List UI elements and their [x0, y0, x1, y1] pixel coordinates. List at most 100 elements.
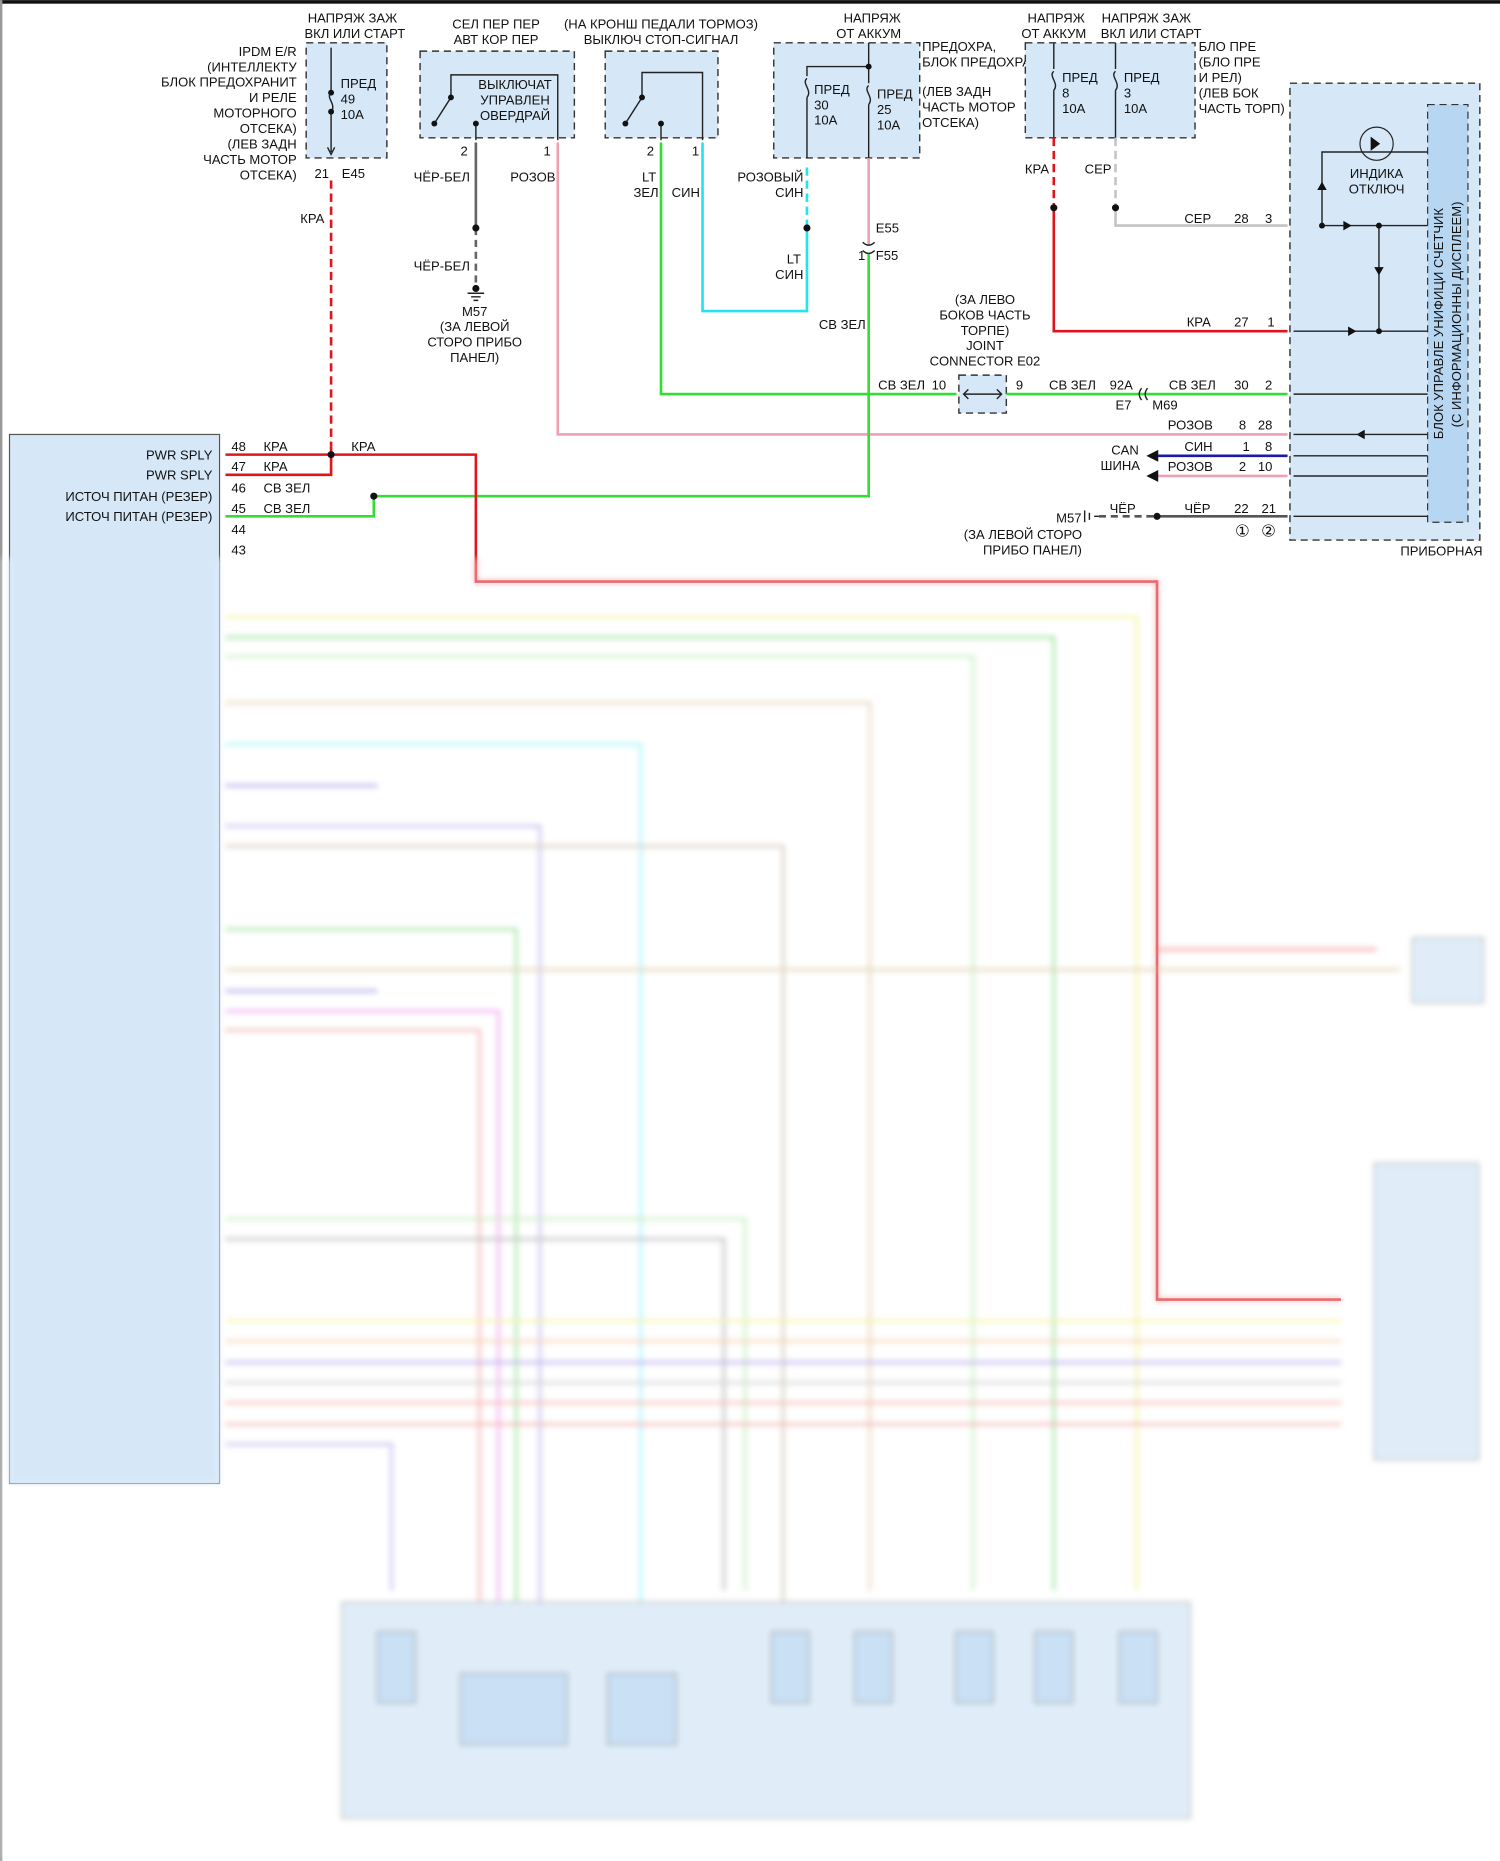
- diagram-label: ПРИБОРНАЯ: [1400, 543, 1482, 558]
- diagram-label: IPDM E/R: [239, 44, 297, 59]
- diagram-label: 8: [1239, 418, 1246, 433]
- diagram-label: ПРИБО ПАНЕЛ): [983, 542, 1082, 557]
- diagram-label: 10А: [877, 117, 901, 132]
- diagram-label: РОЗОВ: [1168, 418, 1213, 433]
- junction-dot: [1111, 204, 1120, 212]
- diagram-label: 3: [1265, 211, 1272, 226]
- diagram-label: СВ ЗЕЛ: [1049, 377, 1096, 392]
- diagram-label: 44: [231, 522, 246, 537]
- diagram-label: СИН: [775, 185, 803, 200]
- fuse-icon: [1051, 70, 1118, 91]
- arrow-icon: [1146, 470, 1159, 482]
- blurred-lower-diagram: [0, 557, 1500, 1861]
- diagram-label: КРА: [1025, 161, 1049, 176]
- junction-dot: [447, 94, 454, 101]
- diagram-label: 46: [231, 481, 246, 496]
- wire-pink: [556, 142, 1288, 436]
- diagram-label: ОТСЕКА): [922, 115, 979, 130]
- diagram-label: (ЛЕВ БОК: [1199, 85, 1259, 100]
- arrow-icon: [1146, 449, 1159, 462]
- diagram-label: 45: [231, 501, 246, 516]
- diagram-label: ОТ АККУМ: [1021, 26, 1086, 41]
- combination-meter: БЛОК УПРАВЛЕ УНИФИЦИ СЧЕТЧИК (С ИНФОРМАЦ…: [964, 82, 1483, 559]
- diagram-label: СВ ЗЕЛ: [819, 317, 866, 332]
- diagram-label: И РЕЛЕ: [249, 90, 297, 105]
- component-box: [954, 1631, 994, 1704]
- diagram-label: КРА: [351, 439, 375, 454]
- component-box: [376, 1631, 416, 1704]
- diagram-label: БЛОК ПРЕДОХРАН: [922, 55, 1040, 70]
- diagram-label: 49: [341, 91, 356, 106]
- diagram-label: 48: [231, 439, 246, 454]
- diagram-label: ОТСЕКА): [240, 121, 297, 136]
- wire-segment: [225, 742, 643, 1650]
- top-border: [0, 0, 1500, 4]
- component-box: [853, 1631, 893, 1704]
- wire-segment: [1114, 207, 1288, 227]
- diagram-label: СВ ЗЕЛ: [263, 481, 310, 496]
- junction-dot: [1050, 204, 1058, 212]
- diagram-label: БЛОК ПРЕДОХРАНИТ: [161, 75, 297, 90]
- diagram-label: ПРЕД: [1124, 70, 1160, 85]
- diagram-label: НАПРЯЖ: [1028, 11, 1085, 26]
- component-box: [459, 1672, 568, 1746]
- diagram-label: 2: [460, 144, 467, 159]
- junction-dot: [328, 108, 335, 115]
- diagram-label: 10: [1258, 459, 1273, 474]
- ipdm-line: [326, 47, 336, 156]
- diagram-label: 10А: [814, 113, 838, 128]
- component-box: [305, 42, 388, 159]
- diagram-label: ПРЕД: [1062, 70, 1098, 85]
- diagram-label: КРА: [1187, 314, 1211, 329]
- diagram-label: 10А: [1124, 101, 1148, 116]
- diagram-label: И РЕЛ): [1199, 70, 1242, 85]
- diagram-label: ОВЕРДРАЙ: [480, 108, 550, 123]
- ground-icon: [472, 284, 480, 293]
- diagram-label: 22: [1234, 501, 1249, 516]
- diagram-label: ①: [1235, 522, 1250, 541]
- diagram-label: СИН: [1184, 439, 1212, 454]
- diagram-label: СЕР: [1085, 161, 1112, 176]
- junction-dot: [865, 63, 872, 70]
- cluster-title: (С ИНФОРМАЦИОННЫ ДИСПЛЕЕМ): [1449, 202, 1464, 428]
- diagram-label: ЗЕЛ: [633, 185, 658, 200]
- diagram-label: СВ ЗЕЛ: [263, 501, 310, 516]
- wire-segment: [225, 1217, 747, 1591]
- diagram-label: E55: [876, 221, 899, 236]
- diagram-label: ЧЁР: [1110, 501, 1136, 516]
- diagram-label: PWR SPLY: [146, 468, 213, 483]
- diagram-label: КРА: [263, 439, 287, 454]
- diagram-label: M57: [1056, 510, 1081, 525]
- diagram-label: (ЛЕВ ЗАДН: [922, 84, 991, 99]
- wire-segment: [225, 1028, 481, 1638]
- wire-segment: [225, 1443, 393, 1591]
- diagram-label: ЧЁР: [1184, 501, 1210, 516]
- diagram-label: LT: [787, 252, 801, 267]
- diagram-label: (ИНТЕЛЛЕКТУ: [207, 59, 297, 74]
- wire-segment: [225, 824, 542, 1638]
- diagram-label: 3: [1124, 85, 1131, 100]
- diagram-label: ЧЁР-БЕЛ: [414, 170, 470, 185]
- diagram-label: СИН: [775, 267, 803, 282]
- wire-segment: [373, 254, 870, 498]
- wire-segment: [225, 844, 785, 1638]
- diagram-label: УПРАВЛЕН: [480, 93, 549, 108]
- diagram-label: РОЗОВ: [1168, 459, 1213, 474]
- connector-icon: [862, 241, 876, 255]
- diagram-label: M69: [1152, 398, 1177, 413]
- wire-segment: [806, 42, 870, 158]
- diagram-label: 47: [231, 459, 246, 474]
- diagram-label: БОКОВ ЧАСТЬ: [939, 307, 1030, 322]
- junction-dot: [639, 94, 645, 101]
- diagram-label: МОТОРНОГО: [213, 106, 296, 121]
- diagram-label: F55: [876, 248, 898, 263]
- wire-segment: [225, 701, 872, 1591]
- diagram-label: НАПРЯЖ ЗАЖ: [1102, 11, 1192, 26]
- junction-dot: [472, 120, 479, 127]
- diagram-label: ОТ АККУМ: [836, 26, 901, 41]
- diagram-label: ПАНЕЛ): [450, 350, 499, 365]
- diagram-label: АВТ КОР ПЕР: [454, 32, 539, 47]
- diagram-label: СИН: [672, 185, 700, 200]
- junction-dot: [472, 224, 480, 232]
